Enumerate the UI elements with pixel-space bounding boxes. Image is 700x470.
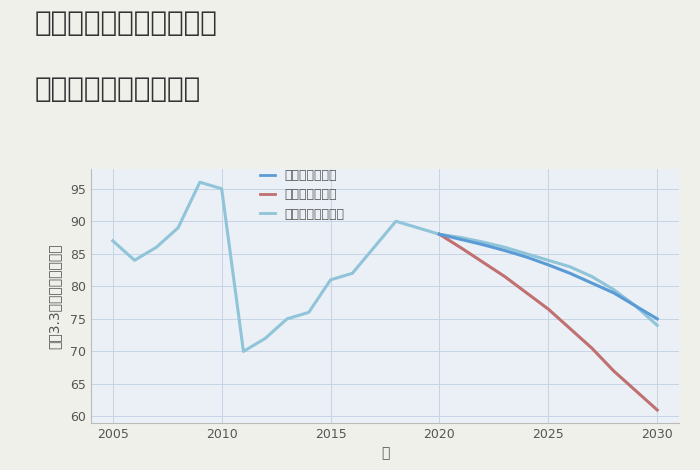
Y-axis label: 坪（3.3㎡）単価（万円）: 坪（3.3㎡）単価（万円）	[48, 243, 62, 349]
Text: 千葉県鎌ヶ谷市南初富の: 千葉県鎌ヶ谷市南初富の	[35, 9, 218, 38]
X-axis label: 年: 年	[381, 446, 389, 461]
Legend: グッドシナリオ, バッドシナリオ, ノーマルシナリオ: グッドシナリオ, バッドシナリオ, ノーマルシナリオ	[255, 164, 350, 226]
Text: 中古戸建ての価格推移: 中古戸建ての価格推移	[35, 75, 202, 103]
